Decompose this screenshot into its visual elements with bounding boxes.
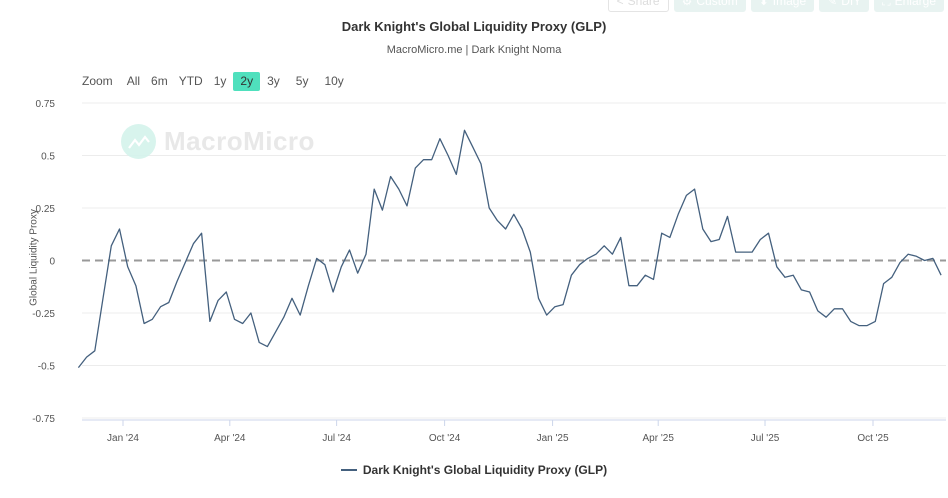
watermark-text: MacroMicro [164, 126, 315, 156]
share-icon: < [616, 0, 624, 8]
range-10y[interactable]: 10y [324, 74, 344, 88]
y-tick-label: -0.75 [32, 414, 55, 425]
diy-button[interactable]: ✎ DIY [819, 0, 870, 12]
y-tick-label: -0.5 [38, 362, 56, 373]
series-line-glp [77, 129, 942, 369]
macromicro-logo-icon [121, 124, 156, 159]
image-button[interactable]: ⬇ Image [750, 0, 815, 12]
x-tick-label: Jul '25 [751, 433, 780, 444]
range-3y[interactable]: 3y [267, 74, 280, 88]
range-6m[interactable]: 6m [151, 74, 168, 88]
range-2y[interactable]: 2y [233, 72, 261, 91]
range-ytd[interactable]: YTD [178, 74, 203, 88]
y-tick-label: 0.25 [36, 204, 56, 215]
legend-line-icon [340, 469, 357, 471]
x-tick-label: Jul '24 [322, 433, 351, 444]
range-all[interactable]: All [126, 74, 141, 88]
share-button[interactable]: < Share [607, 0, 669, 12]
range-selector: Zoom All 6m YTD 1y 2y 3y 5y 10y [82, 72, 351, 91]
zoom-label: Zoom [82, 74, 113, 88]
y-tick-label: 0.5 [41, 152, 55, 163]
watermark-logo: MacroMicro [121, 124, 315, 159]
chart-toolbar: < Share ⚙ Custom ⬇ Image ✎ DIY ⛶ Enlarge [607, 0, 944, 12]
chart-subtitle: MacroMicro.me | Dark Knight Noma [386, 44, 562, 56]
y-axis-title: Global Liquidity Proxy [28, 209, 40, 306]
x-tick-label: Jan '24 [107, 433, 139, 444]
y-tick-label: 0 [49, 257, 55, 268]
gear-icon: ⚙ [681, 0, 693, 8]
enlarge-button[interactable]: ⛶ Enlarge [874, 0, 944, 12]
x-tick-label: Apr '24 [214, 433, 246, 444]
y-tick-label: 0.75 [36, 99, 56, 110]
chart-title: Dark Knight's Global Liquidity Proxy (GL… [341, 19, 607, 34]
x-tick-label: Oct '24 [429, 433, 461, 444]
legend-item[interactable]: Dark Knight's Global Liquidity Proxy (GL… [0, 463, 948, 477]
legend-label: Dark Knight's Global Liquidity Proxy (GL… [362, 463, 608, 477]
range-5y[interactable]: 5y [295, 74, 309, 88]
range-1y[interactable]: 1y [213, 74, 227, 88]
x-tick-label: Apr '25 [643, 433, 675, 444]
y-tick-label: -0.25 [32, 309, 55, 320]
custom-button[interactable]: ⚙ Custom [673, 0, 746, 12]
expand-icon: ⛶ [882, 0, 891, 8]
x-tick-label: Jan '25 [537, 433, 569, 444]
x-tick-label: Oct '25 [857, 433, 889, 444]
pencil-icon: ✎ [827, 0, 838, 8]
download-icon: ⬇ [758, 0, 769, 8]
